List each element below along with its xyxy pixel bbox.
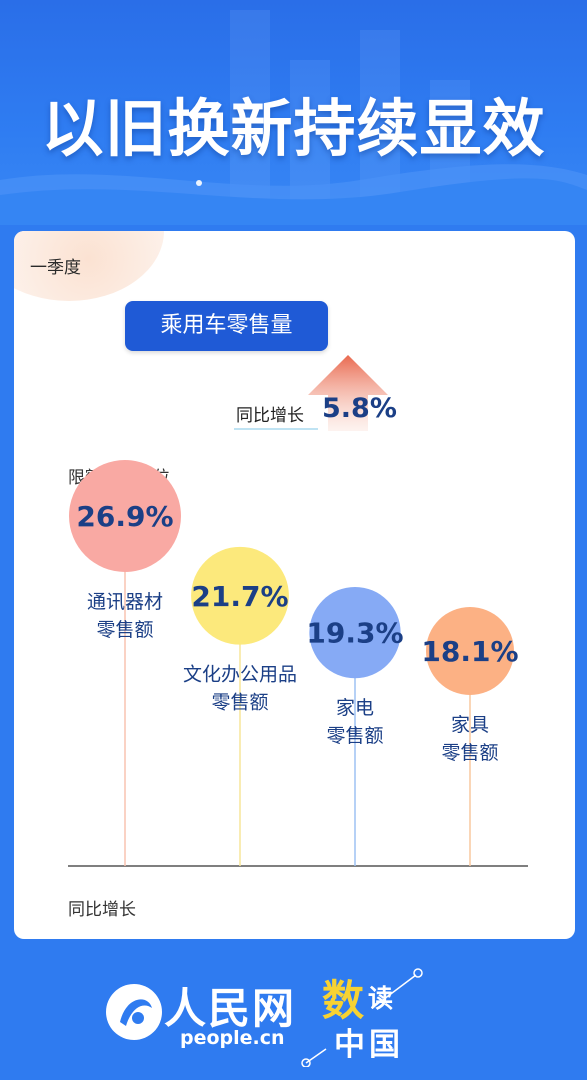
brand-url: people.cn bbox=[180, 1027, 285, 1049]
header-banner: 以旧换新持续显效 bbox=[0, 0, 587, 225]
page-title: 以旧换新持续显效 bbox=[41, 92, 546, 165]
category-label: 家电 bbox=[336, 697, 374, 719]
wave-decoration bbox=[0, 164, 587, 225]
brand-name: 人民网 bbox=[164, 984, 297, 1033]
category-label: 零售额 bbox=[326, 725, 383, 747]
series-logo-part3: 中国 bbox=[334, 1027, 404, 1063]
growth-label: 同比增长 bbox=[236, 406, 304, 426]
data-label: 21.7% bbox=[191, 580, 288, 613]
bg-bar bbox=[290, 60, 330, 200]
category-label: 家具 bbox=[451, 714, 489, 736]
category-label: 文化办公用品 bbox=[183, 664, 297, 686]
bubble bbox=[309, 586, 401, 679]
data-label: 19.3% bbox=[306, 617, 403, 650]
bubble-chart: 26.9%通讯器材零售额21.7%文化办公用品零售额19.3%家电零售额18.1… bbox=[68, 460, 528, 867]
up-arrow-icon bbox=[308, 355, 388, 431]
bubble bbox=[426, 607, 514, 695]
data-label: 18.1% bbox=[421, 635, 518, 668]
connector-decoration bbox=[301, 968, 423, 1067]
series-logo-part1: 数 bbox=[322, 976, 365, 1025]
content-card: 一季度 乘用车零售量 同比增长 5.8% 限额以上单位 26.9%通讯器材零售额… bbox=[14, 231, 575, 939]
bubble bbox=[69, 460, 181, 572]
bg-bar bbox=[360, 30, 400, 200]
growth-value: 5.8% bbox=[322, 393, 397, 424]
bg-bar bbox=[230, 10, 270, 200]
category-label: 零售额 bbox=[96, 619, 153, 641]
period-label: 一季度 bbox=[30, 258, 81, 278]
category-label: 零售额 bbox=[441, 742, 498, 764]
people-logo-icon bbox=[106, 984, 162, 1040]
highlight-badge: 乘用车零售量 bbox=[125, 301, 328, 351]
bubble bbox=[191, 546, 289, 645]
axis-label: 同比增长 bbox=[68, 900, 136, 920]
footer: 人民网 people.cn 数 读 中国 bbox=[0, 939, 587, 1080]
series-logo-part2: 读 bbox=[368, 984, 394, 1013]
category-label: 通讯器材 bbox=[87, 591, 163, 613]
category-label: 零售额 bbox=[211, 692, 268, 714]
growth-underline bbox=[234, 428, 318, 430]
data-label: 26.9% bbox=[76, 500, 173, 533]
